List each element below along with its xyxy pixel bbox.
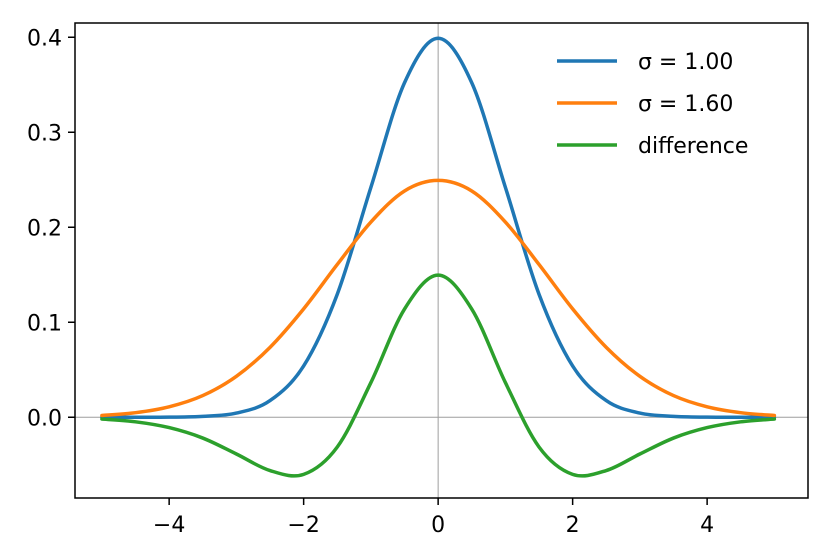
- legend-label: σ = 1.60: [638, 92, 733, 117]
- y-tick-label: 0.2: [27, 216, 62, 241]
- series-group: [100, 36, 777, 478]
- y-tick-label: 0.4: [27, 26, 62, 51]
- x-tick-label: 0: [431, 513, 445, 538]
- series-line-1: [100, 178, 777, 418]
- x-tick-label: 4: [700, 513, 714, 538]
- x-tick-label: 2: [566, 513, 580, 538]
- y-tick-label: 0.1: [27, 311, 62, 336]
- legend-label: difference: [638, 134, 748, 159]
- x-tick-label: −4: [153, 513, 185, 538]
- x-axis: −4 −2 0 2 4: [153, 498, 714, 538]
- series-line-0: [100, 36, 777, 420]
- x-tick-label: −2: [287, 513, 319, 538]
- y-tick-label: 0.0: [27, 406, 62, 431]
- series-line-2: [100, 273, 777, 478]
- y-axis: 0.0 0.1 0.2 0.3 0.4: [27, 26, 75, 431]
- axes-frame: [74, 22, 809, 499]
- legend: σ = 1.00 σ = 1.60 difference: [557, 50, 748, 159]
- legend-label: σ = 1.00: [638, 50, 733, 75]
- y-tick-label: 0.3: [27, 121, 62, 146]
